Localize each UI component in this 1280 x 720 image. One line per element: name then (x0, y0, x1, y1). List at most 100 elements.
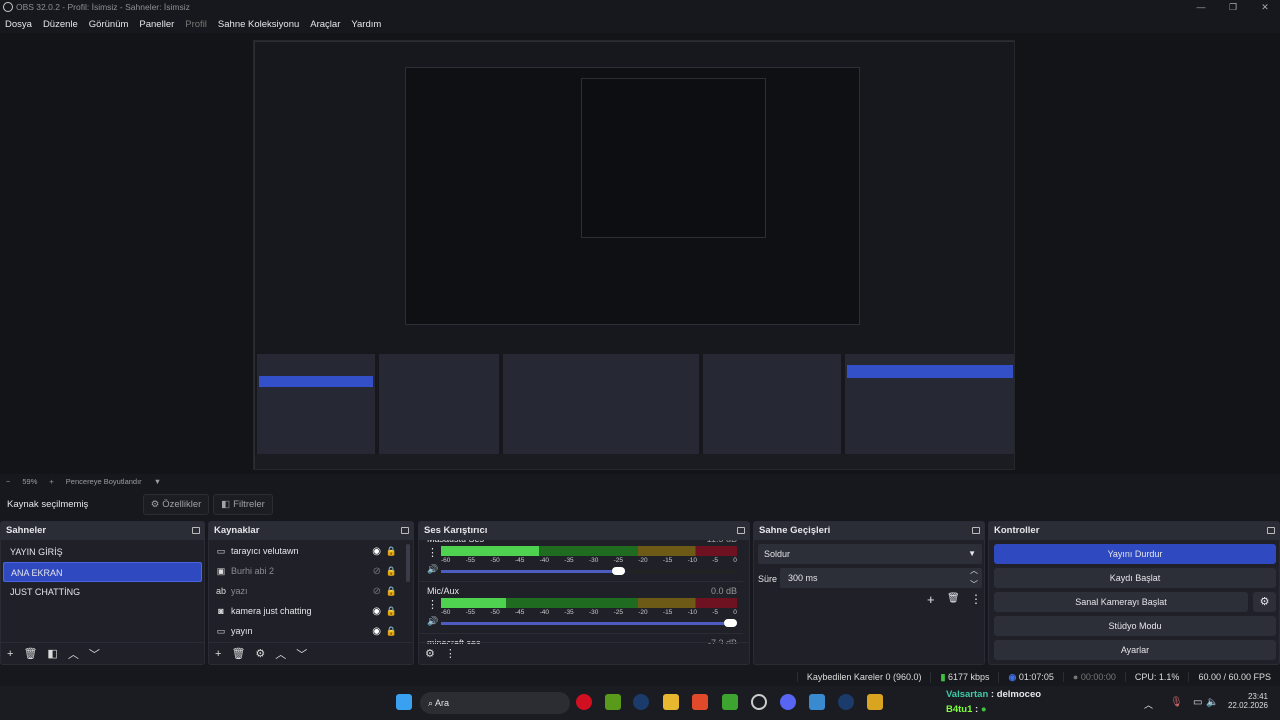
menu-dots-icon[interactable]: ⋮ (444, 648, 456, 660)
advanced-audio-icon[interactable]: ⚙ (425, 648, 435, 660)
eye-icon[interactable]: ◉ (372, 625, 381, 637)
start-virtual-camera-button[interactable]: Sanal Kamerayı Başlat (994, 592, 1248, 612)
menu-yardim[interactable]: Yardım (351, 18, 382, 30)
menu-araclar[interactable]: Araçlar (310, 18, 341, 30)
add-icon[interactable]: + (7, 647, 14, 660)
zoom-out-button[interactable]: − (6, 476, 11, 486)
eye-icon[interactable]: ◉ (372, 545, 381, 557)
undock-icon[interactable] (737, 527, 745, 534)
zoom-in-button[interactable]: + (49, 476, 54, 486)
menu-dosya[interactable]: Dosya (5, 18, 32, 30)
counter-strike-icon[interactable] (867, 694, 883, 710)
meter-tick: -10 (687, 609, 697, 616)
close-button[interactable]: ✕ (1261, 2, 1269, 12)
network-icon[interactable]: ▭ (1193, 697, 1203, 708)
fit-window-dropdown[interactable]: Pencereye Boyutlandır (65, 476, 142, 486)
virtual-camera-settings-gear-icon[interactable]: ⚙ (1253, 592, 1276, 612)
filter-icon[interactable]: ◧ (47, 648, 58, 660)
start-recording-button[interactable]: Kaydı Başlat (994, 568, 1276, 588)
file-explorer-icon[interactable] (663, 694, 679, 710)
eye-hidden-icon[interactable]: ⊘ (372, 585, 381, 597)
minimize-button[interactable]: — (1196, 2, 1206, 12)
lock-icon[interactable]: 🔒 (385, 605, 397, 616)
trash-icon[interactable]: 🗑 (947, 593, 960, 604)
taskbar-search[interactable]: ⌕ Ara (420, 692, 570, 714)
search-placeholder: Ara (435, 698, 450, 708)
chevron-up-icon[interactable]: ︿ (1144, 700, 1154, 710)
scrollbar[interactable] (406, 544, 410, 582)
chevron-down-icon[interactable]: ▼ (153, 476, 162, 486)
slider-handle[interactable] (611, 567, 625, 575)
app-icon[interactable] (809, 694, 825, 710)
undock-icon[interactable] (972, 527, 980, 534)
opera-icon[interactable] (576, 694, 592, 710)
meter-tick: -60 (441, 557, 451, 564)
source-item[interactable]: ▭ yayın ◉ 🔒 (209, 621, 413, 641)
chevron-up-icon[interactable]: ︿ (67, 648, 79, 661)
menu-dots-icon[interactable]: ⋮ (427, 599, 438, 611)
undock-icon[interactable] (192, 527, 200, 534)
windows-start-icon[interactable] (396, 694, 412, 710)
eye-hidden-icon[interactable]: ⊘ (372, 565, 381, 577)
menu-dots-icon[interactable]: ⋮ (427, 547, 438, 559)
preview-canvas[interactable] (253, 40, 1015, 470)
eye-icon[interactable]: ◉ (372, 605, 381, 617)
microphone-icon[interactable]: 🎙 (1170, 697, 1183, 708)
lock-icon[interactable]: 🔒 (385, 625, 397, 636)
menu-paneller[interactable]: Paneller (139, 18, 175, 30)
lock-icon[interactable]: 🔒 (385, 545, 397, 556)
chevron-up-icon[interactable]: ︿ (275, 648, 287, 661)
duration-spinbox[interactable]: 300 ms ︿ ﹀ (780, 566, 982, 589)
speaker-icon[interactable]: 🔊 (427, 616, 439, 626)
scene-item-selected[interactable]: ANA EKRAN (3, 562, 202, 582)
menu-duzenle[interactable]: Düzenle (42, 18, 78, 30)
scene-item[interactable]: YAYIN GİRİŞ (10, 547, 63, 557)
menu-profil[interactable]: Profil (185, 18, 207, 30)
steam-icon[interactable] (633, 694, 649, 710)
studio-mode-button[interactable]: Stüdyo Modu (994, 616, 1276, 636)
properties-button[interactable]: ⚙ Özellikler (143, 494, 209, 515)
meter-tick: -25 (613, 557, 623, 564)
filters-button[interactable]: ◧ Filtreler (213, 494, 273, 515)
controls-title: Kontroller (994, 525, 1040, 536)
menu-sahne-koleksiyonu[interactable]: Sahne Koleksiyonu (217, 18, 300, 30)
chevron-down-icon[interactable]: ﹀ (296, 648, 308, 661)
trash-icon[interactable]: 🗑 (23, 648, 38, 660)
undock-icon[interactable] (1267, 527, 1275, 534)
lock-icon[interactable]: 🔒 (385, 565, 397, 576)
volume-slider[interactable] (441, 567, 737, 575)
minecraft-icon[interactable] (722, 694, 738, 710)
chat-user: Valsartan (946, 689, 989, 700)
source-item[interactable]: ▭ tarayıcı velutawn ◉ 🔒 (209, 541, 413, 561)
clock[interactable]: 23:41 22.02.2026 (1222, 692, 1268, 710)
gear-icon[interactable]: ⚙ (255, 648, 266, 660)
transition-select[interactable]: Soldur ▼ (758, 544, 982, 564)
scene-item[interactable]: JUST CHATTİNG (10, 587, 81, 597)
spin-arrows-icon[interactable]: ︿ ﹀ (970, 566, 978, 589)
brave-icon[interactable] (692, 694, 708, 710)
speaker-icon[interactable]: 🔊 (427, 564, 439, 574)
volume-icon[interactable]: 🔈 (1206, 697, 1219, 708)
nested-transitions (703, 354, 841, 459)
stop-streaming-button[interactable]: Yayını Durdur (994, 544, 1276, 564)
menu-dots-icon[interactable]: ⋮ (970, 592, 982, 606)
settings-button[interactable]: Ayarlar (994, 640, 1276, 660)
trash-icon[interactable]: 🗑 (231, 648, 246, 660)
source-item[interactable]: ◙ kamera just chatting ◉ 🔒 (209, 601, 413, 621)
maximize-button[interactable]: ❐ (1228, 2, 1238, 12)
lock-icon[interactable]: 🔒 (385, 585, 397, 596)
undock-icon[interactable] (401, 527, 409, 534)
volume-slider[interactable] (441, 619, 737, 627)
nvidia-icon[interactable] (605, 694, 621, 710)
steam-icon[interactable] (838, 694, 854, 710)
menu-gorunum[interactable]: Görünüm (88, 18, 129, 30)
add-icon[interactable]: + (927, 592, 935, 607)
source-item[interactable]: ab yazı ⊘ 🔒 (209, 581, 413, 601)
source-item[interactable]: ▣ Burhi abi 2 ⊘ 🔒 (209, 561, 413, 581)
slider-handle[interactable] (724, 619, 737, 627)
chevron-down-icon[interactable]: ﹀ (88, 648, 100, 661)
nested-preview (405, 67, 860, 325)
add-icon[interactable]: + (215, 647, 222, 660)
discord-icon[interactable] (780, 694, 796, 710)
obs-icon[interactable] (751, 694, 767, 710)
